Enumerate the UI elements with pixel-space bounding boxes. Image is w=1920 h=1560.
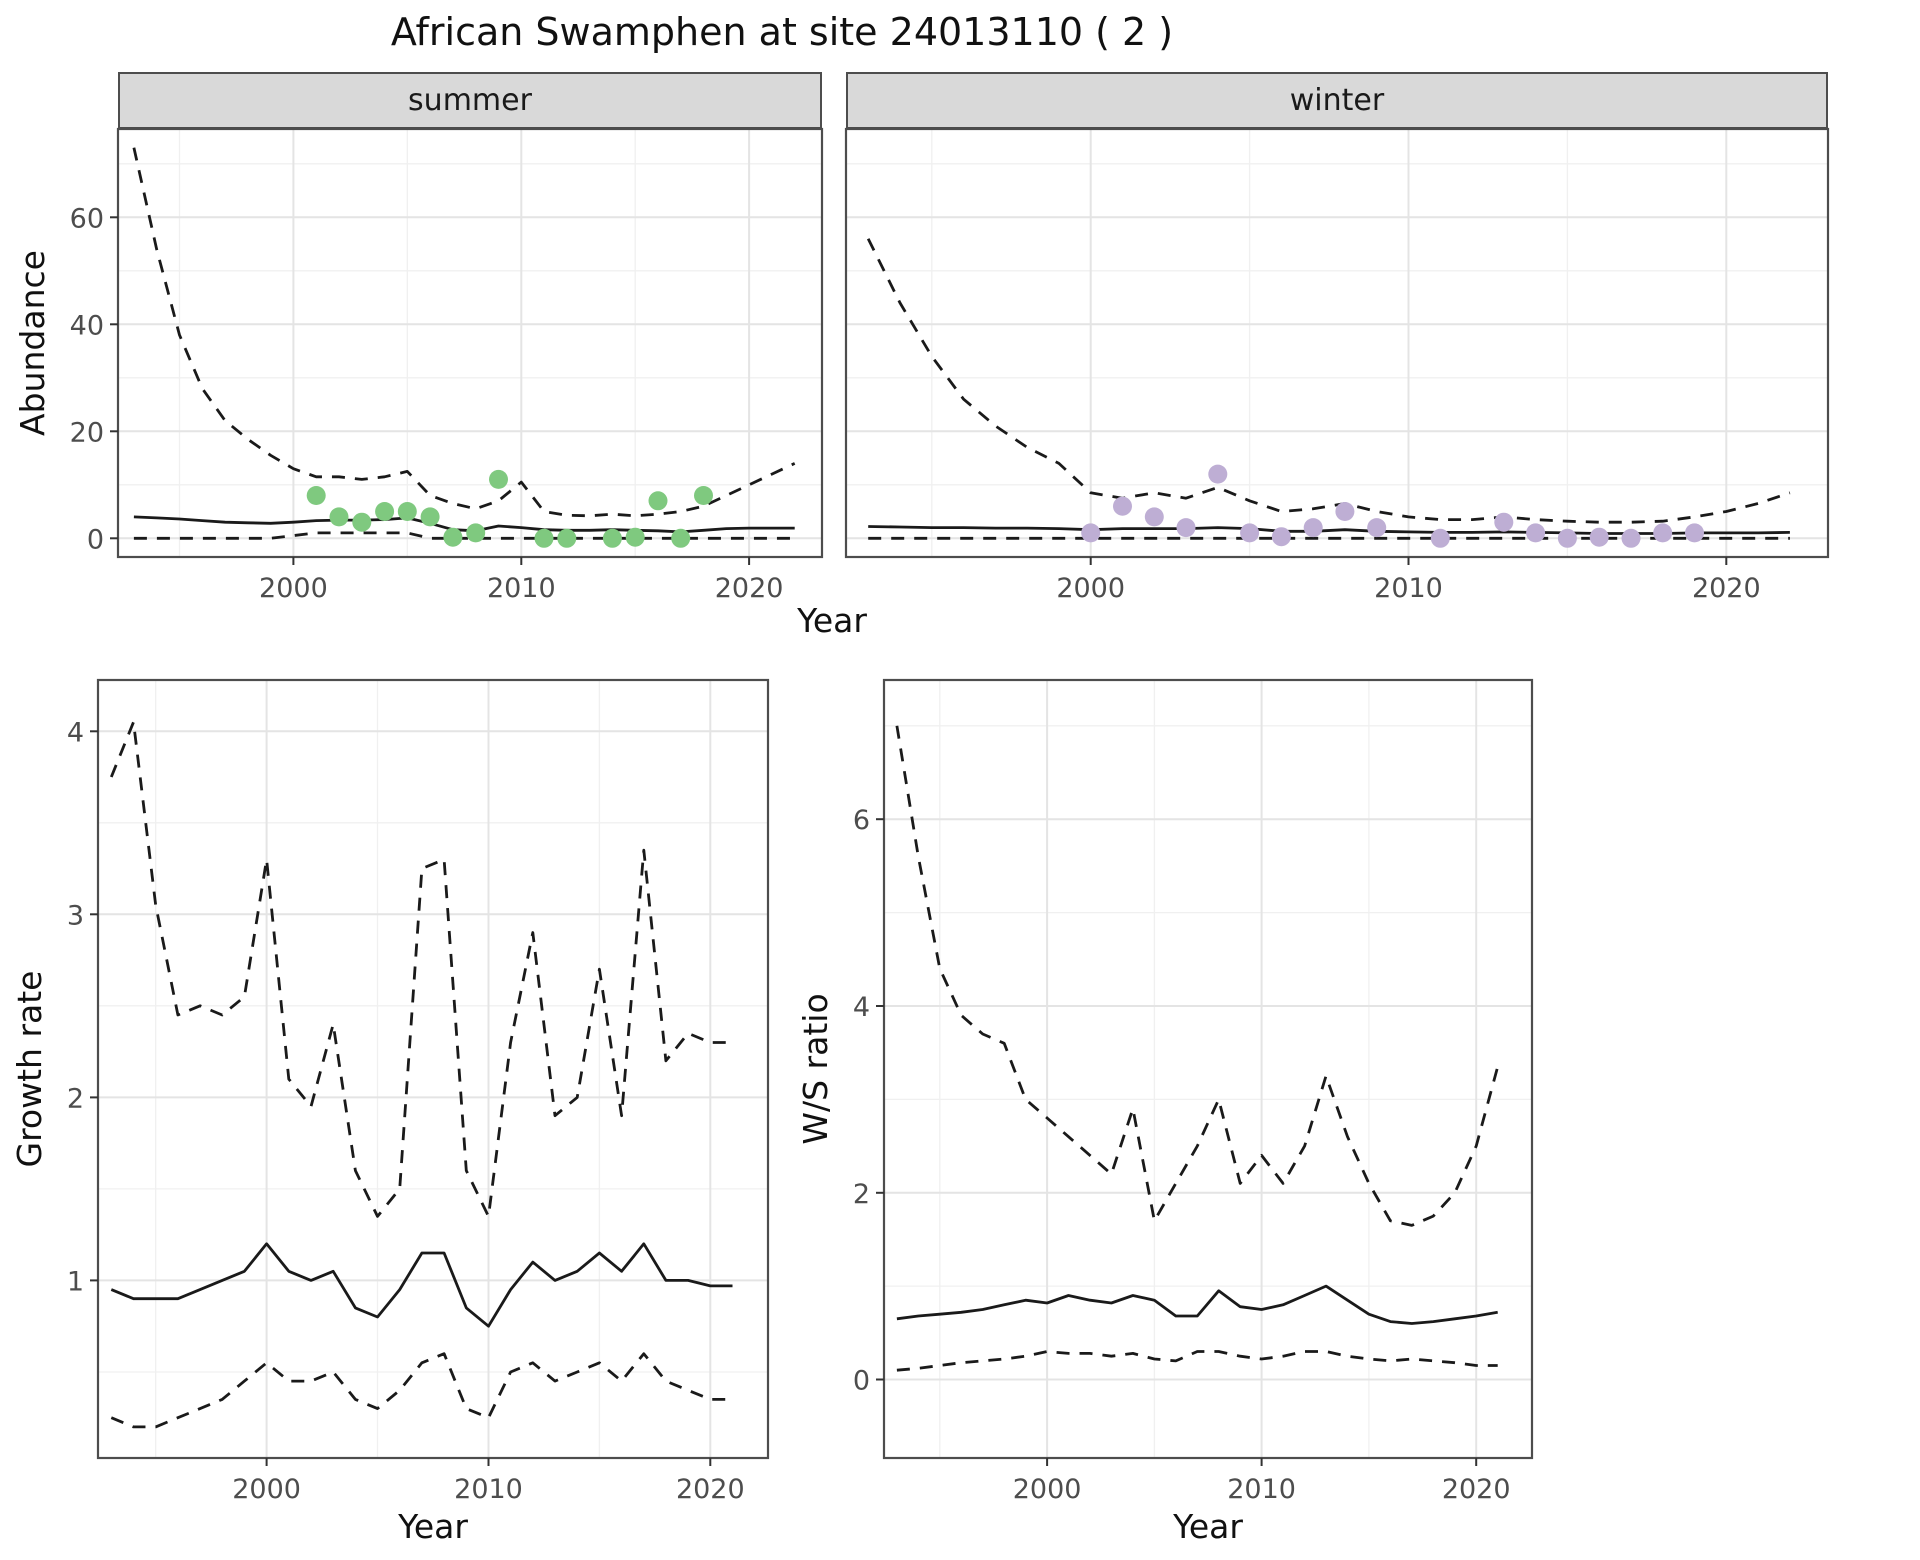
svg-text:2000: 2000 [232, 1474, 301, 1505]
svg-text:2000: 2000 [1056, 573, 1125, 604]
svg-text:1: 1 [67, 1266, 84, 1297]
svg-text:60: 60 [70, 203, 104, 234]
svg-text:2020: 2020 [676, 1474, 745, 1505]
svg-text:2020: 2020 [1442, 1474, 1511, 1505]
svg-text:20: 20 [70, 417, 104, 448]
facet-strip-winter: winter [846, 72, 1828, 129]
ws-ratio-chart: 2000 2010 2020 0 2 4 6 [853, 678, 1534, 1505]
svg-text:2020: 2020 [1692, 573, 1761, 604]
svg-text:2: 2 [67, 1083, 84, 1114]
ws-x-axis-title: Year [1173, 1507, 1243, 1546]
facet-strip-winter-label: winter [1289, 83, 1385, 118]
svg-text:0: 0 [87, 524, 104, 555]
top-x-axis-title: Year [797, 601, 867, 640]
svg-text:4: 4 [853, 992, 870, 1023]
svg-text:2000: 2000 [1013, 1474, 1082, 1505]
facet-strip-summer: summer [118, 72, 822, 129]
svg-text:40: 40 [70, 310, 104, 341]
svg-text:6: 6 [853, 805, 870, 836]
svg-text:3: 3 [67, 900, 84, 931]
svg-text:2010: 2010 [487, 573, 556, 604]
svg-text:0: 0 [853, 1366, 870, 1397]
figure-title: African Swamphen at site 24013110 ( 2 ) [390, 10, 1174, 54]
svg-text:4: 4 [67, 717, 84, 748]
svg-text:2010: 2010 [1374, 573, 1443, 604]
svg-text:2: 2 [853, 1179, 870, 1210]
facet-strip-summer-label: summer [408, 83, 532, 118]
growth-x-axis-title: Year [398, 1507, 468, 1546]
abundance-axis-title: Abundance [13, 250, 52, 436]
svg-text:2000: 2000 [259, 573, 328, 604]
summer-abundance-chart: 2000 2010 2020 0 20 40 60 [70, 127, 824, 604]
growth-rate-chart: 2000 2010 2020 1 2 3 4 [67, 678, 770, 1505]
svg-text:2010: 2010 [454, 1474, 523, 1505]
winter-abundance-chart: 2000 2010 2020 [844, 127, 1830, 604]
svg-text:2020: 2020 [715, 573, 784, 604]
svg-text:2010: 2010 [1227, 1474, 1296, 1505]
